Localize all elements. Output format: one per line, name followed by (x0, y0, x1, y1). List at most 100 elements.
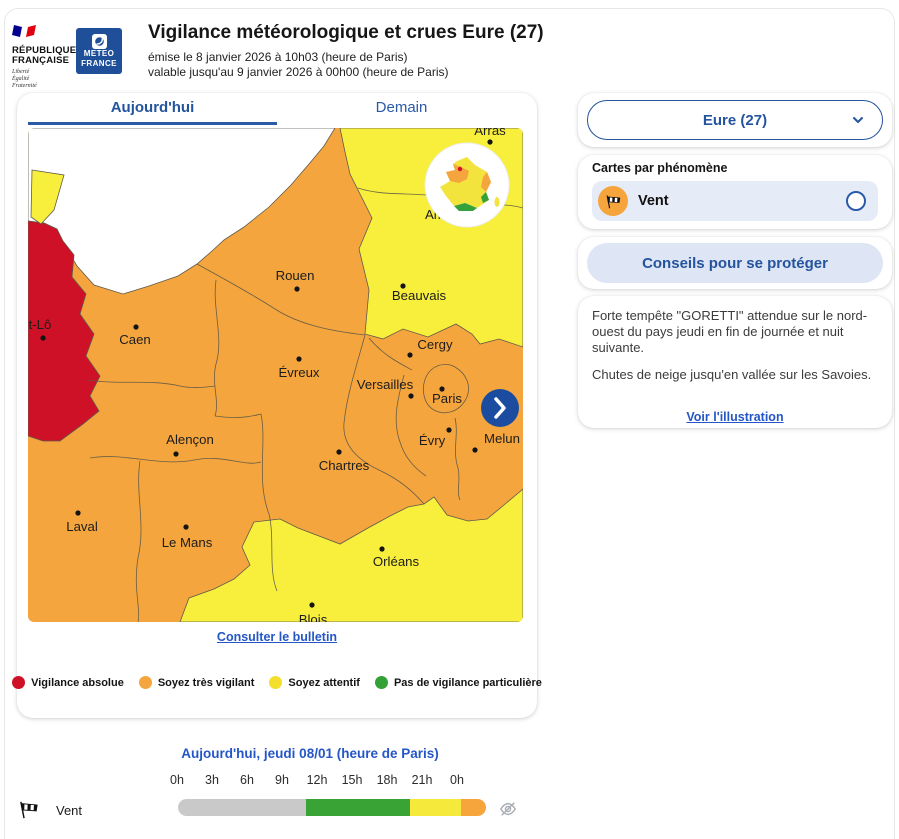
legend-item: Vigilance absolue (12, 676, 124, 689)
gov-logo-line1: RÉPUBLIQUE (12, 45, 77, 56)
city-label: Arras (474, 128, 506, 138)
city-dot (407, 352, 413, 358)
region-selector[interactable]: Eure (27) (587, 100, 883, 140)
legend-dot (12, 676, 26, 689)
phenomena-title: Cartes par phénomène (592, 161, 728, 175)
advice-button[interactable]: Conseils pour se protéger (587, 243, 883, 283)
legend-item: Soyez attentif (269, 676, 360, 689)
city-label: Orléans (373, 554, 420, 569)
timeline-segment-vert (306, 799, 410, 816)
region-yellow-peninsula[interactable] (30, 169, 65, 225)
city-label: Le Mans (162, 535, 213, 550)
city-label: Chartres (319, 458, 370, 473)
hour-tick-label: 0h (170, 773, 184, 787)
french-flag-icon (12, 25, 36, 37)
legend-dot (138, 676, 152, 689)
vigilance-legend: Vigilance absolue Soyez très vigilant Soye… (12, 676, 542, 689)
hour-tick-label: 12h (306, 773, 328, 787)
gov-logo: RÉPUBLIQUE FRANÇAISE Liberté Égalité Fra… (12, 24, 82, 90)
legend-item: Soyez très vigilant (138, 676, 255, 689)
city-label: Melun (484, 431, 520, 446)
advice-card: Conseils pour se protéger (578, 237, 892, 289)
city-dot (472, 447, 478, 453)
city-dot (133, 324, 139, 330)
city-dot (309, 602, 315, 608)
city-dot (487, 139, 493, 145)
region-selector-card: Eure (27) (578, 93, 892, 147)
next-map-button[interactable] (481, 389, 519, 427)
timeline-vent-bar[interactable] (178, 799, 486, 816)
department-borders (87, 187, 523, 622)
city-dot (75, 510, 81, 516)
meteo-logo-line2: FRANCE (81, 58, 117, 68)
city-dot (173, 451, 179, 457)
info-paragraph: Forte tempête "GORETTI" attendue sur le … (592, 308, 868, 355)
eye-slash-icon[interactable] (499, 800, 517, 823)
vigilance-map[interactable]: ArrasAmiensRouenBeauvaisCaent-LôCergyÉvr… (28, 128, 523, 622)
timeline-segment-jaune (409, 799, 461, 816)
day-tabs: Aujourd'hui Demain (28, 93, 526, 125)
phenomenon-radio[interactable] (846, 191, 866, 211)
windsock-icon (598, 186, 628, 216)
map-card: Aujourd'hui Demain (12, 93, 542, 718)
legend-label: Soyez très vigilant (157, 676, 255, 689)
city-labels: ArrasAmiensRouenBeauvaisCaent-LôCergyÉvr… (29, 128, 520, 622)
city-label: Paris (432, 391, 462, 406)
france-inset (424, 142, 510, 228)
region-selector-label: Eure (27) (702, 111, 768, 129)
phenomenon-row-vent[interactable]: Vent (592, 181, 878, 221)
tab-today[interactable]: Aujourd'hui (28, 93, 277, 125)
hour-tick-label: 15h (341, 773, 363, 787)
city-dot (446, 427, 452, 433)
phenomenon-label: Vent (638, 193, 669, 209)
meteo-france-logo: METEO FRANCE (76, 28, 122, 74)
hour-tick-label: 6h (240, 773, 254, 787)
meteo-france-icon (91, 34, 107, 49)
city-dot (400, 283, 406, 289)
legend-label: Soyez attentif (288, 676, 360, 689)
windsock-icon-timeline (18, 800, 40, 824)
legend-dot (269, 676, 283, 689)
region-yellow-southeast[interactable] (179, 488, 523, 622)
hour-tick-label: 18h (376, 773, 398, 787)
bulletin-link[interactable]: Consulter le bulletin (216, 630, 338, 644)
city-label: Caen (119, 332, 151, 347)
city-label: Blois (299, 612, 328, 622)
city-dot (183, 524, 189, 530)
city-label: Rouen (276, 268, 315, 283)
legend-item: Pas de vigilance particulière (374, 676, 542, 689)
info-card: Forte tempête "GORETTI" attendue sur le … (578, 296, 892, 428)
timeline-segment-aucune (178, 799, 307, 816)
meteo-logo-line1: METEO (83, 49, 115, 58)
issued-line: émise le 8 janvier 2026 à 10h03 (heure d… (148, 50, 408, 64)
illustration-link[interactable]: Voir l'illustration (686, 410, 784, 424)
city-label: Laval (66, 519, 98, 534)
timeline-segment-orange (460, 799, 486, 816)
city-label: Alençon (166, 432, 214, 447)
city-dot (296, 356, 302, 362)
chevron-down-icon (853, 117, 863, 123)
info-paragraph: Chutes de neige jusqu'en vallée sur les … (592, 367, 872, 382)
city-label: Évreux (278, 365, 319, 380)
city-dot (40, 335, 46, 341)
timeline-title: Aujourd'hui, jeudi 08/01 (heure de Paris… (181, 746, 439, 761)
city-label: Beauvais (392, 288, 447, 303)
timeline-row-label: Vent (56, 803, 83, 818)
tab-tomorrow[interactable]: Demain (375, 99, 428, 116)
city-dot (336, 449, 342, 455)
info-paragraphs: Forte tempête "GORETTI" attendue sur le … (592, 308, 878, 383)
city-label: t-Lô (29, 317, 52, 332)
vigilance-map-svg[interactable]: ArrasAmiensRouenBeauvaisCaent-LôCergyÉvr… (28, 128, 523, 622)
hour-tick-label: 0h (450, 773, 464, 787)
gov-motto-3: Fraternité (12, 83, 37, 89)
hour-tick-label: 3h (205, 773, 219, 787)
city-label: Versailles (357, 377, 414, 392)
city-dot (379, 546, 385, 552)
city-dot (439, 386, 445, 392)
city-dot (294, 286, 300, 292)
region-red[interactable] (28, 220, 101, 442)
city-label: Évry (419, 433, 446, 448)
phenomena-card: Cartes par phénomène Vent (578, 155, 892, 229)
city-label: Cergy (417, 337, 453, 352)
hour-tick-label: 21h (411, 773, 433, 787)
